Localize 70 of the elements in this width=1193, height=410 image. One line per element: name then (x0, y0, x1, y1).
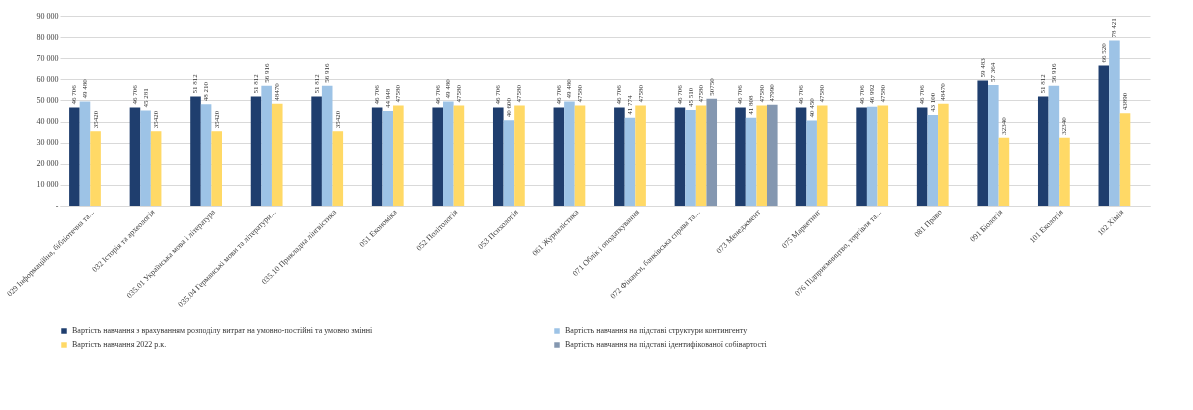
bar (988, 84, 999, 206)
bar (432, 107, 444, 206)
legend-label: Вартість навчання з врахуванням розподілу витрат на умовно-постійні та умовно змінні (72, 326, 374, 335)
bar (1109, 40, 1120, 206)
y-tick-label: 40 000 (36, 117, 59, 127)
bar (382, 111, 394, 206)
y-tick-label: 90 000 (36, 11, 59, 21)
y-tick-label: 20 000 (36, 159, 59, 169)
bar (553, 107, 565, 206)
bar (706, 98, 718, 206)
bar (453, 105, 465, 206)
y-tick-label: 70 000 (36, 53, 59, 63)
bar (624, 117, 636, 206)
bar (1059, 137, 1070, 206)
bar (129, 107, 141, 206)
bar (1098, 65, 1110, 206)
bar (564, 101, 575, 206)
bar (1119, 113, 1131, 206)
bar (371, 107, 383, 206)
bar (1048, 85, 1060, 206)
bar (443, 101, 454, 206)
bar (938, 103, 949, 206)
bar (674, 107, 686, 206)
bar (806, 120, 817, 206)
y-tick-label: - (55, 201, 59, 211)
bar (79, 101, 91, 206)
bar (150, 131, 162, 206)
bar (614, 107, 625, 206)
bar (311, 96, 322, 206)
bar (766, 104, 778, 206)
y-tick-label: 50 000 (36, 95, 59, 105)
bar (140, 110, 151, 206)
bar (332, 131, 344, 206)
legend-label: Вартість навчання на підставі ідентифікованої собівартості (565, 340, 768, 349)
y-tick-label: 60 000 (36, 74, 59, 84)
bar (90, 131, 101, 206)
bar (916, 107, 928, 206)
bar (927, 115, 939, 206)
y-tick-label: 80 000 (36, 32, 59, 42)
bar (271, 103, 283, 206)
bar (816, 105, 828, 206)
bar (877, 105, 889, 206)
bar (756, 105, 767, 206)
bar (514, 105, 525, 206)
bar (250, 96, 262, 206)
legend-label: Вартість навчання на підставі структури контингенту (565, 326, 748, 335)
bar (190, 96, 201, 206)
bar (635, 105, 646, 206)
bar (1037, 96, 1049, 206)
bar (977, 80, 989, 206)
bar (735, 107, 746, 206)
y-tick-label: 30 000 (36, 138, 59, 148)
legend-label: Вартість навчання 2022 р.к. (72, 340, 167, 349)
bar (393, 105, 404, 206)
bar (200, 104, 212, 206)
bar (574, 105, 586, 206)
bar (69, 107, 80, 206)
bar (211, 131, 222, 206)
bar (261, 85, 272, 206)
bar (492, 107, 504, 206)
bar (695, 105, 707, 206)
bar (795, 107, 807, 206)
bar (685, 109, 696, 206)
y-tick-label: 10 000 (36, 180, 59, 190)
bar (321, 85, 333, 206)
bar (856, 107, 867, 206)
bar (745, 117, 757, 206)
bar (503, 120, 515, 206)
bar (998, 137, 1010, 206)
bar (866, 106, 878, 206)
